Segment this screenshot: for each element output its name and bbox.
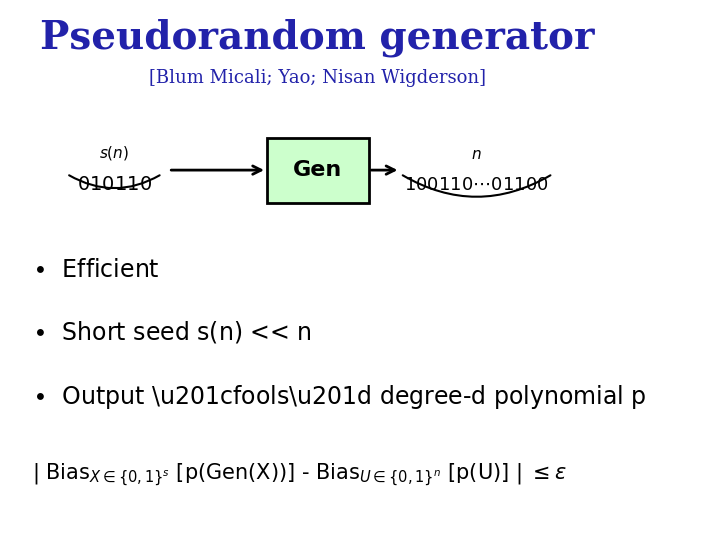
Text: $100110\cdots01100$: $100110\cdots01100$ xyxy=(405,176,549,194)
Text: $\bullet$  Efficient: $\bullet$ Efficient xyxy=(32,258,160,282)
Text: $n$: $n$ xyxy=(472,147,482,162)
Text: | Bias$_{X\in\{0,1\}^s}$ [p(Gen(X))] - Bias$_{U\in\{0,1\}^n}$ [p(U)] | $\leq\var: | Bias$_{X\in\{0,1\}^s}$ [p(Gen(X))] - B… xyxy=(32,462,567,489)
Text: $\bullet$  Output \u201cfools\u201d degree-d polynomial p: $\bullet$ Output \u201cfools\u201d degre… xyxy=(32,383,647,411)
Text: $s(n)$: $s(n)$ xyxy=(99,144,130,162)
Text: $\bullet$  Short seed s(n) << n: $\bullet$ Short seed s(n) << n xyxy=(32,319,312,345)
Text: [Blum Micali; Yao; Nisan Wigderson]: [Blum Micali; Yao; Nisan Wigderson] xyxy=(149,69,486,87)
FancyBboxPatch shape xyxy=(267,138,369,202)
Text: Pseudorandom generator: Pseudorandom generator xyxy=(40,18,595,57)
Text: Gen: Gen xyxy=(293,160,342,180)
Text: $010110$: $010110$ xyxy=(77,175,152,194)
